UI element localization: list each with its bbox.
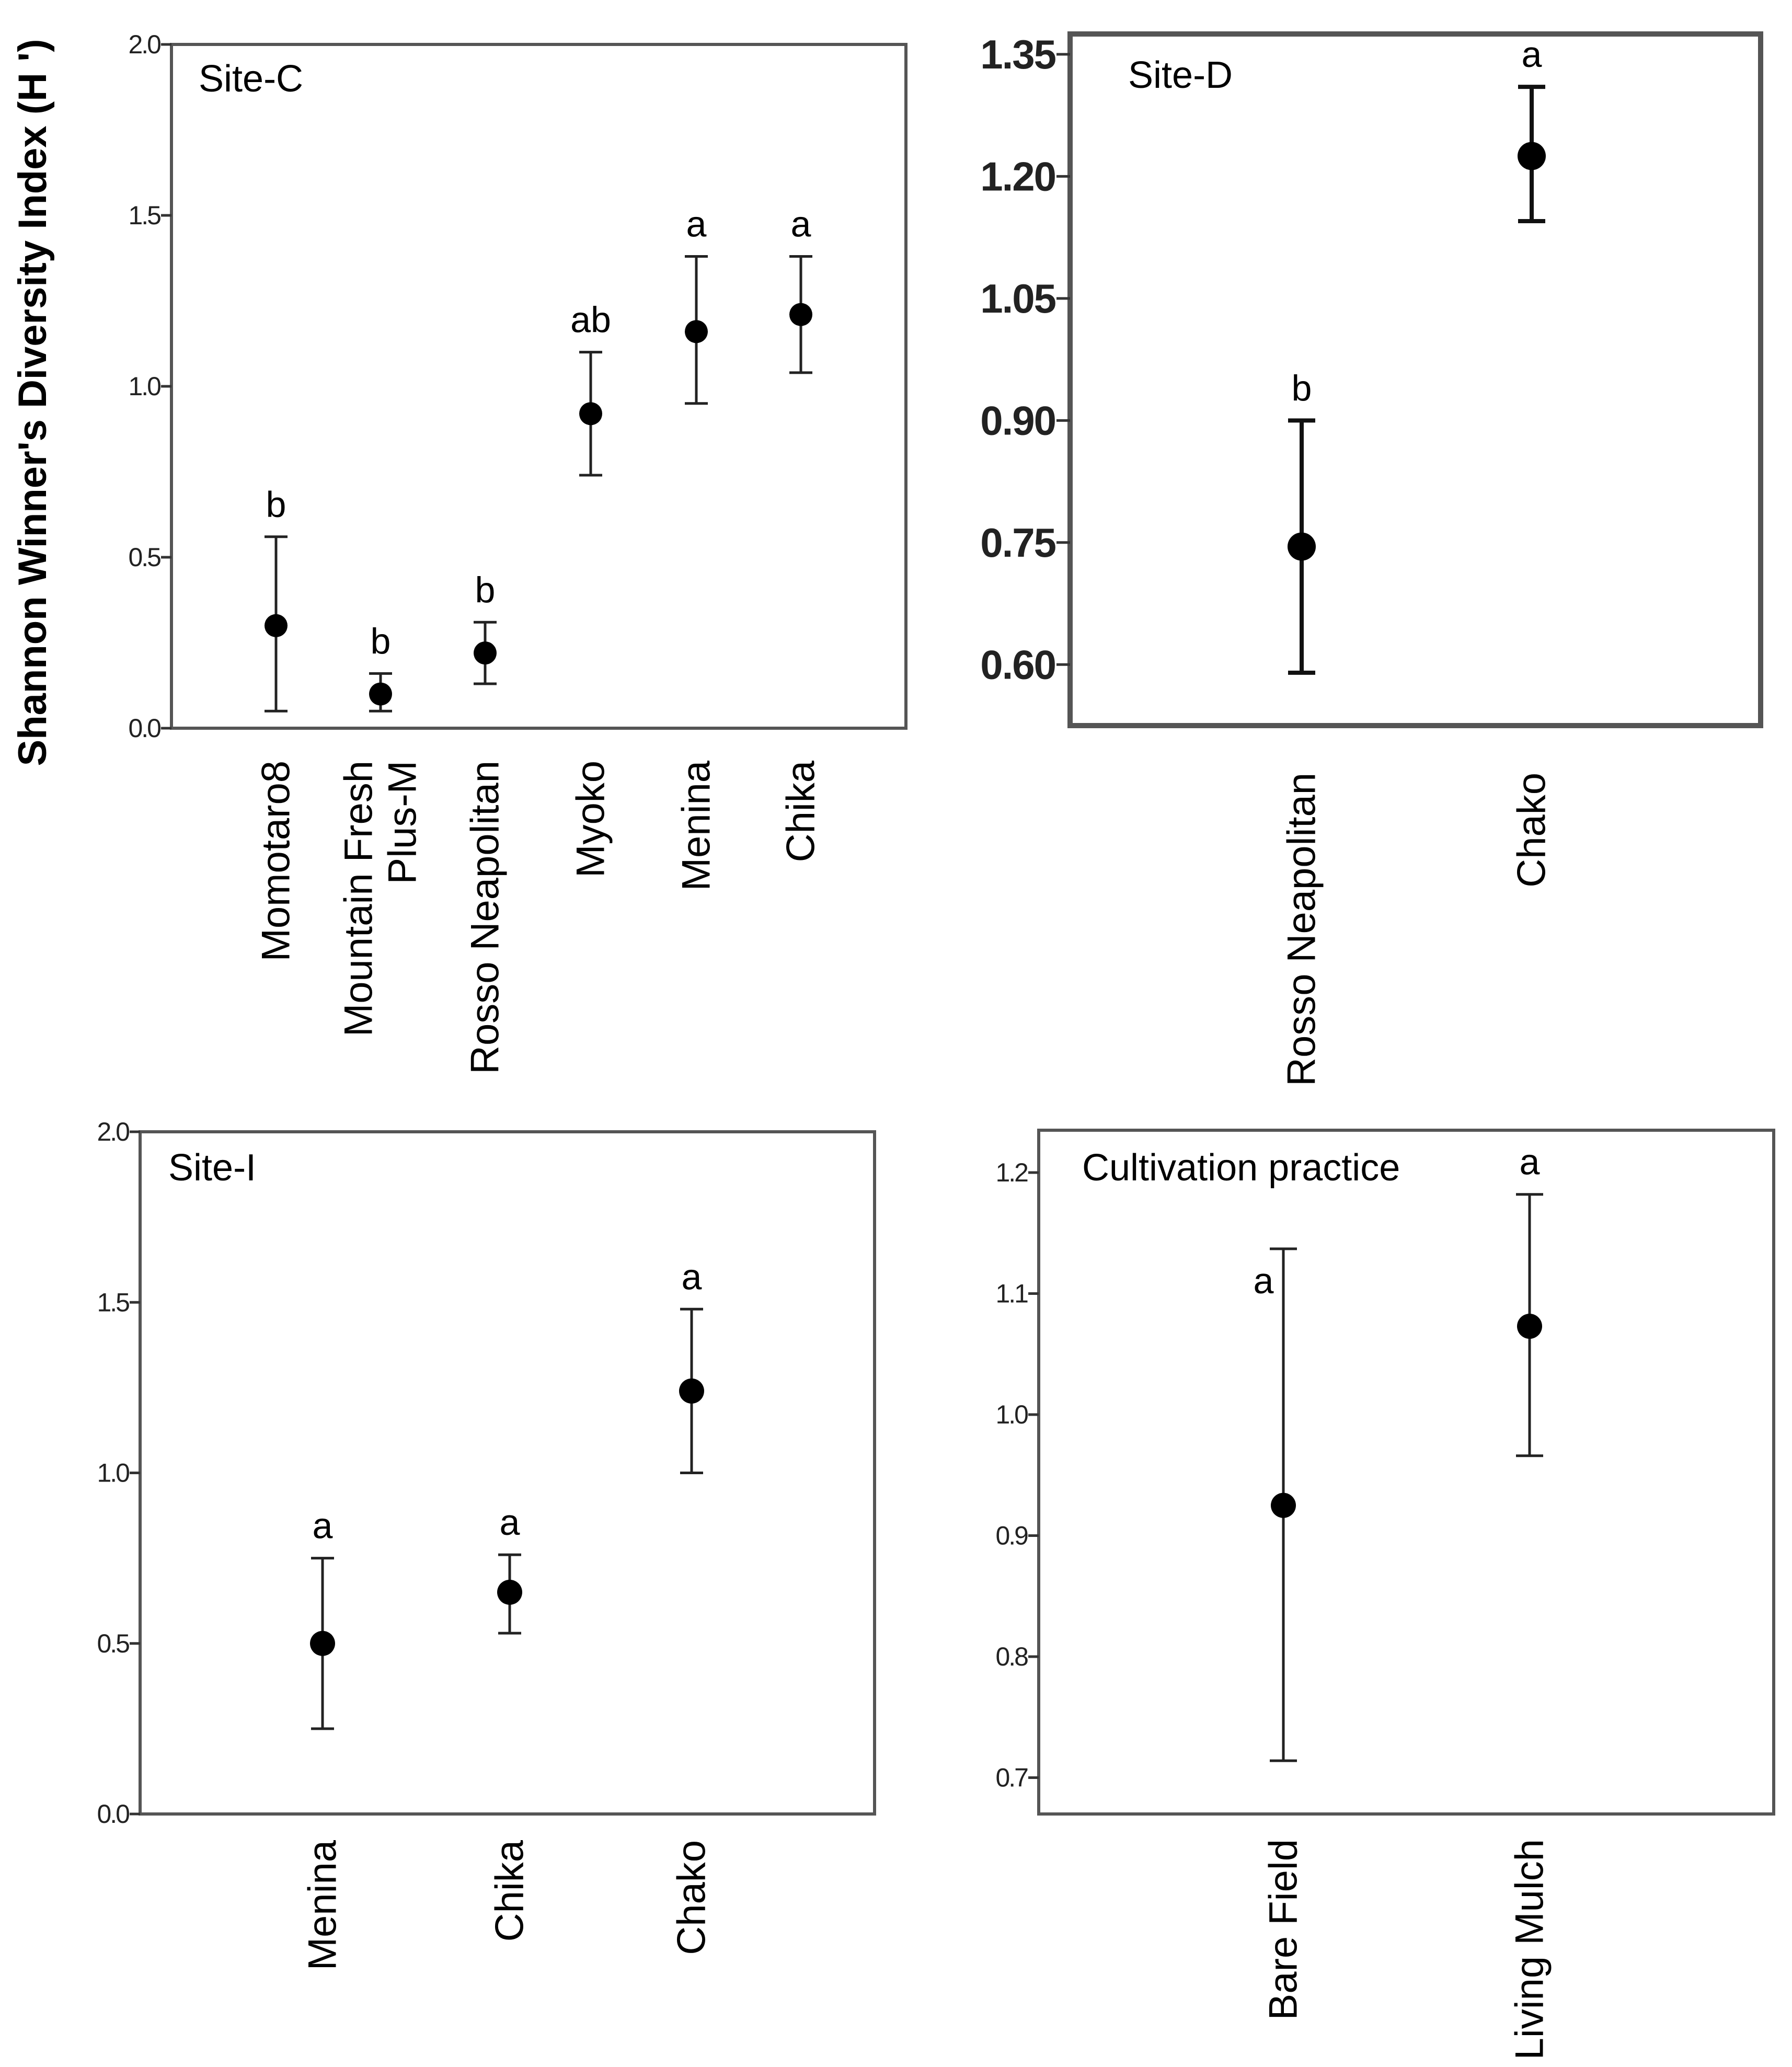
- panel-title: Site-D: [1128, 54, 1233, 96]
- y-tick-label: 1.35: [980, 31, 1055, 77]
- y-tick-label: 1.0: [128, 372, 160, 401]
- data-point: [685, 320, 708, 343]
- plot-frame: [139, 1130, 876, 1816]
- data-point: [1271, 1492, 1296, 1518]
- significance-letter: a: [1520, 1142, 1540, 1182]
- y-tick-label: 0.90: [980, 397, 1055, 443]
- data-point: [789, 303, 812, 326]
- y-tick-label: 2.0: [128, 30, 160, 59]
- y-tick-label: 0.0: [97, 1799, 129, 1829]
- category-label: Rosso Neapolitan: [1280, 773, 1324, 1086]
- y-tick-label: 1.5: [97, 1288, 129, 1317]
- significance-letter: b: [1292, 368, 1312, 408]
- panel-title: Cultivation practice: [1082, 1147, 1400, 1189]
- category-label: Mountain Fresh: [337, 761, 381, 1037]
- y-tick-label: 0.5: [128, 543, 160, 572]
- y-tick-label: 0.60: [980, 641, 1055, 687]
- y-tick-label: 1.1: [995, 1279, 1028, 1308]
- significance-letter: a: [1522, 34, 1542, 75]
- panel-site-c: Site-C 0.0 0.5 1.0 1.5 2.0 b Momotaro8 b Mountain…: [128, 30, 908, 1074]
- significance-letter: b: [266, 484, 286, 525]
- significance-letter: b: [371, 621, 391, 661]
- y-tick-label: 0.8: [995, 1642, 1028, 1671]
- plot-frame: [1037, 1129, 1775, 1816]
- data-point: [679, 1378, 704, 1404]
- data-point: [1288, 532, 1316, 561]
- y-tick-label: 1.2: [995, 1158, 1028, 1187]
- significance-letter: b: [475, 569, 496, 610]
- data-point: [1518, 142, 1546, 170]
- data-point: [497, 1579, 522, 1605]
- significance-letter: ab: [570, 300, 611, 340]
- category-label: Menina: [301, 1840, 345, 1970]
- significance-letter: a: [500, 1502, 520, 1543]
- panel-cultivation-practice: Cultivation practice 0.7 0.8 0.9 1.0 1.1 1.2 a B…: [995, 1129, 1775, 2060]
- category-label: Menina: [674, 760, 719, 891]
- data-point: [265, 614, 288, 637]
- y-tick-label: 0.9: [995, 1521, 1028, 1551]
- significance-letter: a: [313, 1506, 333, 1546]
- significance-letter: a: [682, 1256, 702, 1297]
- category-label: Plus-M: [381, 761, 425, 884]
- data-point: [1517, 1314, 1542, 1339]
- category-label: Chika: [488, 1840, 532, 1942]
- y-tick-label: 0.7: [995, 1763, 1028, 1793]
- y-axis-label: Shannon Winner's Diversity Index (H '): [10, 39, 55, 766]
- plot-frame: [1067, 31, 1763, 728]
- panel-title: Site-I: [168, 1147, 256, 1189]
- panel-title: Site-C: [199, 58, 303, 100]
- significance-letter: a: [1254, 1260, 1274, 1301]
- data-point: [579, 402, 602, 426]
- panel-site-d: Site-D 0.60 0.75 0.90 1.05 1.20 1.35 b Rosso Nea…: [980, 31, 1763, 1086]
- data-point: [474, 641, 497, 665]
- y-tick-label: 0.5: [97, 1629, 129, 1658]
- category-label: Chika: [779, 760, 823, 862]
- significance-letter: a: [686, 203, 707, 244]
- category-label: Myoko: [569, 761, 613, 878]
- category-label: Chako: [1510, 773, 1554, 888]
- category-label: Bare Field: [1261, 1839, 1306, 2020]
- category-label: Rosso Neapolitan: [463, 761, 508, 1074]
- category-label: Chako: [670, 1840, 714, 1955]
- y-tick-label: 0.0: [128, 714, 160, 743]
- y-tick-label: 1.0: [97, 1459, 129, 1488]
- y-tick-label: 1.20: [980, 153, 1055, 199]
- y-tick-label: 1.0: [995, 1400, 1028, 1429]
- y-tick-label: 0.75: [980, 520, 1055, 566]
- category-label: Momotaro8: [254, 761, 298, 961]
- y-tick-label: 1.05: [980, 275, 1055, 321]
- significance-letter: a: [791, 203, 811, 244]
- panel-site-i: Site-I 0.0 0.5 1.0 1.5 2.0 a Menina a Chika a Chako: [97, 1117, 876, 1970]
- y-tick-label: 2.0: [97, 1117, 129, 1146]
- data-point: [310, 1630, 335, 1656]
- y-tick-label: 1.5: [128, 201, 160, 230]
- category-label: Living Mulch: [1508, 1839, 1552, 2060]
- data-point: [369, 682, 392, 706]
